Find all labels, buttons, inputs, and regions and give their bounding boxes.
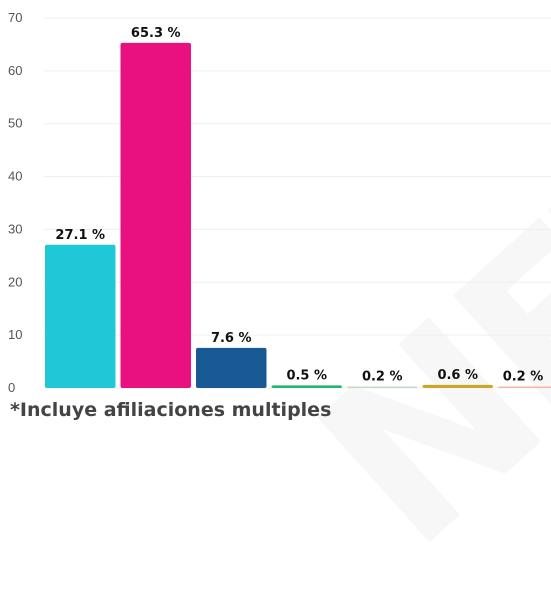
- bar: [45, 244, 116, 388]
- y-axis-ticks: 0 10 20 30 40 50 60 70: [8, 10, 22, 395]
- y-tick-label: 60: [8, 63, 22, 78]
- data-label: 0.5 %: [286, 368, 327, 383]
- y-tick-label: 20: [8, 274, 22, 289]
- bar: [271, 385, 342, 388]
- gridlines: [44, 17, 551, 389]
- bar: [422, 384, 493, 388]
- bar: [347, 386, 418, 388]
- data-labels: 27.1 % 65.3 % 7.6 % 0.5 % 0.2 % 0.6 % 0.2 %: [55, 26, 543, 385]
- bar: [498, 386, 551, 388]
- data-label: 0.2 %: [362, 370, 403, 385]
- data-label: 0.2 %: [503, 370, 544, 385]
- data-label: 27.1 %: [55, 228, 105, 243]
- y-tick-label: 0: [8, 380, 15, 395]
- data-label: 0.6 %: [437, 368, 478, 383]
- y-tick-label: 50: [8, 116, 22, 131]
- footnote: *Incluye afiliaciones multiples: [10, 399, 332, 421]
- y-tick-label: 10: [8, 327, 22, 342]
- data-label: 7.6 %: [211, 331, 252, 346]
- y-tick-label: 70: [8, 10, 22, 25]
- bar: [120, 42, 191, 388]
- bar-chart: 0 10 20 30 40 50 60 70 27.1 % 65.3 % 7.6 % 0.5 % 0.…: [8, 10, 551, 395]
- bar: [196, 347, 267, 388]
- data-label: 65.3 %: [131, 26, 181, 41]
- y-tick-label: 40: [8, 169, 22, 184]
- bars: [45, 42, 551, 388]
- y-tick-label: 30: [8, 221, 22, 236]
